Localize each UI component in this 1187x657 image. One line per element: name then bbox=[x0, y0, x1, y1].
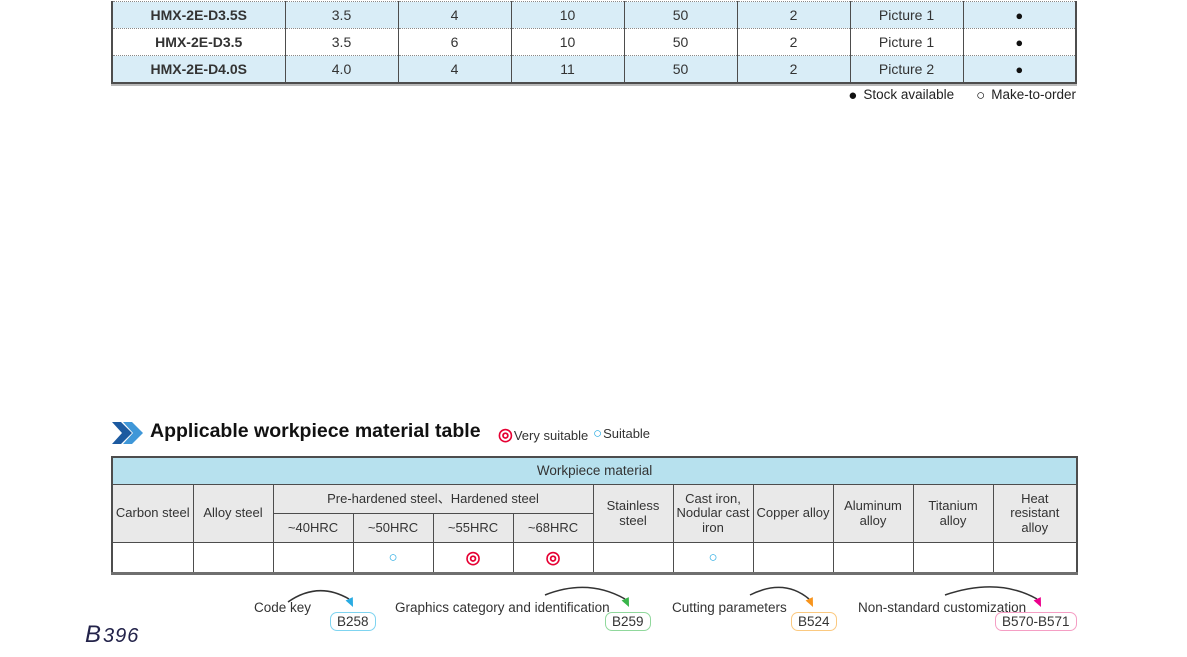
suitability-cell bbox=[912, 542, 994, 575]
value-cell: 6 bbox=[397, 28, 512, 56]
col-header-hardened-steel-group: Pre-hardened steel、Hardened steel bbox=[272, 484, 594, 514]
arrow-curve bbox=[749, 586, 810, 600]
value-cell: 2 bbox=[736, 1, 851, 29]
very-suitable-icon: ◎ bbox=[498, 425, 513, 444]
col-header-copper-alloy: Copper alloy bbox=[752, 484, 834, 543]
suitability-cell bbox=[592, 542, 674, 575]
arrowhead-icon bbox=[345, 597, 353, 607]
value-cell: 2 bbox=[736, 28, 851, 56]
page-ref-badge: B258 bbox=[330, 612, 376, 631]
table-row: HMX-2E-D3.5S 3.5 4 10 50 2 Picture 1 ● bbox=[111, 1, 1077, 29]
stock-dot-cell: ● bbox=[962, 55, 1077, 84]
col-header-alloy-steel: Alloy steel bbox=[192, 484, 274, 543]
code-key-label: Code key bbox=[254, 600, 312, 615]
subheader-row: ~40HRC ~50HRC ~55HRC ~68HRC bbox=[112, 513, 1077, 543]
suitability-cell: ○ bbox=[672, 542, 754, 575]
value-cell: 3.5 bbox=[284, 28, 399, 56]
col-header-titanium-alloy: Titanium alloy bbox=[912, 484, 994, 543]
table-row: HMX-2E-D3.5 3.5 6 10 50 2 Picture 1 ● bbox=[111, 28, 1077, 56]
suitability-cell bbox=[832, 542, 914, 575]
picture-cell: Picture 1 bbox=[849, 1, 964, 29]
arrow-curve bbox=[544, 586, 626, 600]
col-header-aluminum-alloy: Aluminum alloy bbox=[832, 484, 914, 543]
value-cell: 4 bbox=[397, 55, 512, 84]
col-header-40hrc: ~40HRC bbox=[272, 513, 354, 543]
suitable-label: Suitable bbox=[603, 426, 651, 441]
suitability-cell bbox=[111, 542, 194, 575]
page-ref-badge: B570-B571 bbox=[995, 612, 1077, 631]
col-header-heat-resistant-alloy: Heat resistant alloy bbox=[992, 484, 1079, 543]
stock-available-icon: ● bbox=[848, 87, 858, 104]
banner-cell: Workpiece material bbox=[110, 456, 1079, 485]
col-header-cast-iron: Cast iron, Nodular cast iron bbox=[672, 484, 754, 543]
cutting-parameters-label: Cutting parameters bbox=[672, 600, 787, 615]
arrow-curve bbox=[944, 586, 1038, 600]
suitability-cell: ◎ bbox=[432, 542, 514, 575]
col-header-stainless-steel: Stainless steel bbox=[592, 484, 674, 543]
product-table: HMX-2E-D3.5S 3.5 4 10 50 2 Picture 1 ● H… bbox=[111, 1, 1077, 84]
value-cell: 50 bbox=[623, 28, 738, 56]
section-title: Applicable workpiece material table bbox=[150, 420, 481, 442]
arrowhead-icon bbox=[805, 597, 813, 607]
suitability-cell: ○ bbox=[352, 542, 434, 575]
stock-dot-cell: ● bbox=[962, 1, 1077, 29]
value-cell: 3.5 bbox=[284, 1, 399, 29]
suitable-icon: ○ bbox=[593, 425, 603, 442]
make-to-order-label: Make-to-order bbox=[991, 87, 1076, 102]
page-number: B 396 bbox=[85, 621, 139, 649]
page-number-value: 396 bbox=[103, 625, 140, 647]
workpiece-material-table: Workpiece material Carbon steel Alloy st… bbox=[110, 456, 1079, 575]
col-header-55hrc: ~55HRC bbox=[432, 513, 514, 543]
suitability-cell bbox=[992, 542, 1079, 575]
banner-row: Workpiece material bbox=[110, 456, 1079, 485]
model-cell: HMX-2E-D4.0S bbox=[111, 55, 286, 84]
page-ref-badge: B524 bbox=[791, 612, 837, 631]
arrowhead-icon bbox=[621, 597, 629, 607]
value-cell: 4.0 bbox=[284, 55, 399, 84]
value-cell: 10 bbox=[510, 1, 625, 29]
very-suitable-label: Very suitable bbox=[513, 428, 589, 443]
col-header-68hrc: ~68HRC bbox=[512, 513, 594, 543]
value-cell: 50 bbox=[623, 1, 738, 29]
model-cell: HMX-2E-D3.5S bbox=[111, 1, 286, 29]
value-cell: 2 bbox=[736, 55, 851, 84]
suitable-legend: ○Suitable bbox=[593, 426, 650, 441]
value-cell: 50 bbox=[623, 55, 738, 84]
suitability-row: ○ ◎ ◎ ○ bbox=[111, 542, 1079, 575]
value-cell: 11 bbox=[510, 55, 625, 84]
suitability-cell bbox=[272, 542, 354, 575]
table-row: HMX-2E-D4.0S 4.0 4 11 50 2 Picture 2 ● bbox=[111, 55, 1077, 84]
stock-dot-cell: ● bbox=[962, 28, 1077, 56]
suitability-cell bbox=[752, 542, 834, 575]
col-header-carbon-steel: Carbon steel bbox=[111, 484, 194, 543]
double-chevron-icon bbox=[112, 422, 143, 444]
value-cell: 4 bbox=[397, 1, 512, 29]
header-row: Carbon steel Alloy steel Pre-hardened st… bbox=[111, 484, 1079, 543]
picture-cell: Picture 2 bbox=[849, 55, 964, 84]
stock-legend: ● Stock available ○ Make-to-order bbox=[848, 87, 1076, 104]
graphics-category-label: Graphics category and identification bbox=[395, 600, 610, 615]
make-to-order-icon: ○ bbox=[976, 87, 986, 104]
non-standard-customization-label: Non-standard customization bbox=[858, 600, 1027, 615]
col-header-50hrc: ~50HRC bbox=[352, 513, 434, 543]
very-suitable-legend: ◎Very suitable bbox=[498, 426, 588, 443]
suitability-cell: ◎ bbox=[512, 542, 594, 575]
page-ref-badge: B259 bbox=[605, 612, 651, 631]
stock-available-label: Stock available bbox=[863, 87, 955, 102]
suitability-cell bbox=[192, 542, 274, 575]
picture-cell: Picture 1 bbox=[849, 28, 964, 56]
page-number-prefix: B bbox=[85, 621, 102, 648]
arrowhead-icon bbox=[1033, 597, 1041, 607]
model-cell: HMX-2E-D3.5 bbox=[111, 28, 286, 56]
value-cell: 10 bbox=[510, 28, 625, 56]
